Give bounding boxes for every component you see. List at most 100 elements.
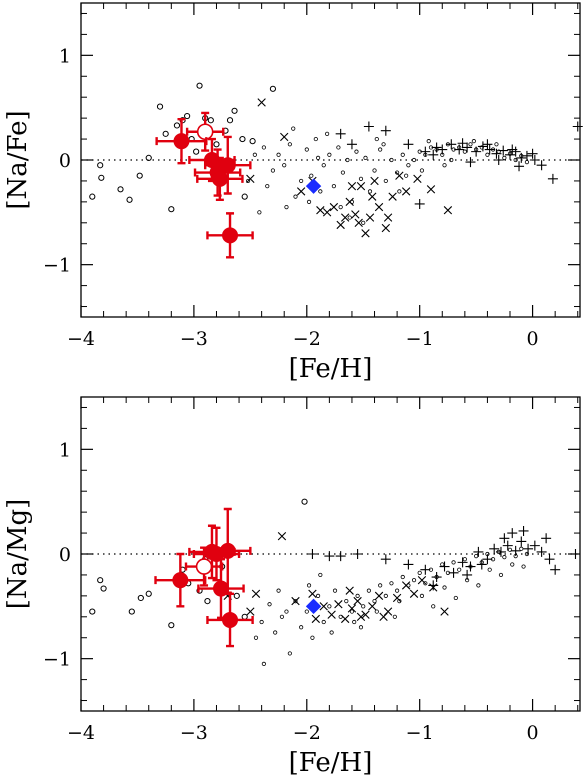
field-star-dot-point	[284, 205, 289, 210]
field-star-plus-point	[428, 580, 439, 591]
field-star-cross-point	[280, 132, 289, 142]
field-star-plus-point	[420, 564, 431, 575]
field-star-dot-point	[417, 570, 422, 575]
field-star-cross-point	[417, 575, 427, 585]
field-star-dot-point	[273, 630, 278, 635]
field-star-dot-point	[321, 163, 326, 168]
field-star-dot-point	[284, 609, 289, 614]
x-tick-label: −3	[180, 722, 208, 744]
field-star-plus-point	[476, 559, 487, 570]
field-star-dot-point	[336, 145, 341, 150]
field-star-cross-point	[356, 612, 366, 621]
field-star-dot-point	[282, 163, 287, 168]
field-star-dot-point	[313, 136, 318, 142]
field-star-dot-point	[485, 152, 490, 157]
field-star-plus-point	[484, 144, 495, 155]
field-star-cross-point	[327, 610, 336, 619]
field-star-open-circle-point	[168, 622, 175, 629]
field-star-dot-point	[406, 163, 411, 168]
field-star-cross-point	[368, 192, 377, 201]
x-axis-title: [Fe/H]	[289, 354, 373, 384]
field-star-dot-point	[479, 145, 484, 150]
field-star-plus-point	[446, 139, 457, 150]
field-star-dot-point	[299, 178, 304, 184]
field-star-dot-point	[442, 585, 447, 590]
diamond-star-point	[305, 598, 322, 615]
program-star-point	[173, 133, 190, 150]
field-star-plus-point	[448, 567, 459, 578]
field-star-dot-point	[419, 593, 425, 598]
field-star-plus-point	[499, 533, 510, 544]
field-star-plus-point	[572, 121, 583, 132]
field-star-plus-point	[420, 146, 431, 157]
field-star-cross-point	[401, 187, 411, 196]
field-star-plus-point	[495, 546, 506, 557]
field-star-dot-point	[487, 567, 492, 572]
field-star-dot-point	[431, 604, 436, 609]
field-star-dot-point	[363, 155, 368, 161]
field-star-cross-point	[383, 213, 393, 222]
field-star-plus-point	[482, 139, 493, 150]
field-star-plus-point	[380, 125, 391, 136]
field-star-dot-point	[349, 609, 355, 614]
x-tick-label: −2	[293, 328, 321, 350]
field-star-plus-point	[414, 198, 425, 209]
field-star-plus-point	[465, 157, 476, 168]
field-star-dot-point	[423, 581, 428, 586]
field-star-plus-point	[544, 554, 555, 565]
x-tick-label: −3	[180, 328, 208, 350]
field-star-dot-point	[411, 578, 417, 583]
field-star-plus-point	[516, 152, 527, 163]
field-star-cross-point	[340, 614, 350, 624]
field-star-open-circle-point	[98, 174, 105, 181]
field-star-dot-point	[358, 625, 364, 630]
field-star-dot-point	[276, 152, 281, 157]
field-star-dot-point	[372, 168, 377, 173]
x-tick-label: 0	[527, 722, 539, 744]
field-star-dot-point	[344, 598, 349, 604]
field-star-dot-point	[519, 546, 524, 551]
field-star-dot-point	[315, 155, 321, 161]
field-star-plus-point	[529, 540, 540, 551]
x-tick-label: 0	[527, 328, 539, 350]
field-star-cross-point	[354, 218, 363, 227]
field-star-plus-point	[507, 144, 518, 155]
field-star-cross-point	[277, 532, 287, 541]
field-star-cross-point	[409, 589, 419, 598]
field-star-open-circle-point	[168, 206, 175, 213]
field-star-plus-point	[431, 142, 442, 153]
field-star-dot-point	[378, 583, 383, 588]
program-star-point	[222, 611, 239, 628]
field-star-cross-point	[370, 176, 379, 186]
field-star-dot-point	[267, 602, 272, 607]
field-star-open-circle-point	[213, 141, 220, 148]
field-star-cross-point	[345, 586, 354, 595]
field-star-dot-point	[321, 619, 326, 625]
field-star-cross-point	[368, 602, 377, 611]
field-star-open-circle-point	[301, 498, 308, 505]
field-star-dot-point	[306, 199, 312, 204]
field-star-open-circle-point	[193, 148, 200, 155]
field-star-dot-point	[395, 588, 400, 593]
field-star-cross-point	[374, 202, 384, 212]
field-star-dot-point	[347, 215, 352, 220]
field-star-plus-point	[507, 528, 518, 539]
field-star-plus-point	[498, 145, 509, 156]
field-star-plus-point	[516, 536, 527, 547]
field-star-cross-point	[388, 192, 397, 201]
field-star-cross-point	[319, 602, 328, 611]
y-tick-label: 0	[59, 150, 71, 172]
field-star-plus-point	[491, 148, 502, 159]
field-star-dot-point	[383, 593, 388, 598]
field-star-dot-point	[318, 572, 323, 578]
field-star-plus-point	[550, 564, 561, 575]
field-star-cross-point	[334, 600, 343, 609]
field-star-dot-point	[400, 574, 405, 580]
field-star-plus-point	[307, 549, 318, 559]
field-star-dot-point	[287, 142, 292, 147]
field-star-plus-point	[529, 155, 540, 165]
field-star-dot-point	[510, 562, 515, 567]
field-star-dot-point	[253, 635, 259, 640]
field-star-open-circle-point	[128, 608, 135, 615]
field-star-dot-point	[276, 588, 281, 593]
